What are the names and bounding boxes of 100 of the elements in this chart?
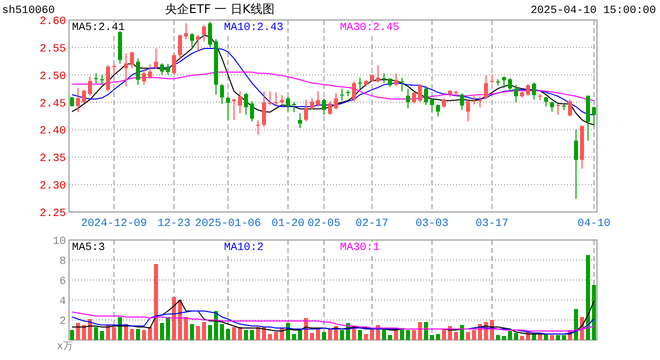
text: MA5:2.41 xyxy=(72,22,126,34)
x-tick-label: 01-20 xyxy=(271,218,305,230)
x-tick-label: 03-17 xyxy=(475,218,509,230)
y-tick-label: 6 xyxy=(59,276,66,288)
candlestick xyxy=(310,98,314,110)
bar xyxy=(550,335,554,340)
y-tick-label: 2.25 xyxy=(40,208,66,220)
text: MA10:2 xyxy=(224,242,264,254)
y-tick-label: 10 xyxy=(52,236,66,248)
bar xyxy=(424,322,428,340)
x-tick-label: 2024-12-09 xyxy=(80,218,148,230)
bar xyxy=(574,309,578,340)
candlestick xyxy=(178,34,182,59)
candlestick xyxy=(298,112,302,129)
bar xyxy=(142,330,146,340)
bar xyxy=(532,334,536,340)
candlestick xyxy=(478,96,482,108)
bar xyxy=(148,327,152,340)
y-tick-label: 2 xyxy=(59,316,66,328)
bar xyxy=(514,333,518,340)
candlestick xyxy=(262,90,266,128)
candlestick xyxy=(502,76,506,89)
x-tick-label: 2025-01-06 xyxy=(194,218,262,230)
bar xyxy=(82,325,86,340)
bar xyxy=(166,317,170,340)
bar xyxy=(208,325,212,340)
bar xyxy=(100,331,104,340)
bar xyxy=(256,327,260,340)
candlestick xyxy=(244,92,248,116)
bar xyxy=(388,335,392,340)
candlestick xyxy=(136,58,140,86)
candlestick xyxy=(514,84,518,103)
candlestick xyxy=(526,84,530,96)
candlestick xyxy=(574,129,578,200)
candlestick xyxy=(424,85,428,106)
x-tick-label: 02-17 xyxy=(355,218,389,230)
candlestick xyxy=(94,72,98,84)
bar xyxy=(508,331,512,340)
chart-title: 央企ETF 一 日K线图 xyxy=(165,2,274,16)
candlestick xyxy=(148,64,152,80)
candlestick xyxy=(328,100,332,116)
candlestick xyxy=(190,32,194,50)
y-tick-label: 8 xyxy=(59,256,66,268)
bar xyxy=(430,335,434,340)
bar xyxy=(520,336,524,340)
x-tick-label: 12-23 xyxy=(157,218,191,230)
bar xyxy=(154,264,158,340)
text: 2025-04-10 15:00:00 xyxy=(530,5,656,17)
bar xyxy=(460,325,464,340)
bar xyxy=(226,329,230,340)
bar xyxy=(202,322,206,340)
candlestick xyxy=(430,98,434,113)
bar xyxy=(118,317,122,340)
candlestick xyxy=(130,51,134,69)
candlestick xyxy=(88,76,92,96)
candlestick xyxy=(358,77,362,90)
x-tick-label: 04-10 xyxy=(577,218,611,230)
bar xyxy=(292,334,296,340)
candlestick xyxy=(334,92,338,110)
bar xyxy=(322,332,326,340)
candlestick xyxy=(100,74,104,86)
y-tick-label: 2.60 xyxy=(40,16,66,28)
bar xyxy=(172,297,176,340)
bar xyxy=(340,330,344,340)
bar xyxy=(442,329,446,340)
bar xyxy=(556,335,560,340)
candlestick xyxy=(382,72,386,84)
candlestick xyxy=(568,99,572,118)
candlestick xyxy=(220,84,224,104)
y-tick-label: 2.45 xyxy=(40,98,66,110)
bar xyxy=(268,334,272,340)
bar xyxy=(130,329,134,340)
bar xyxy=(190,324,194,340)
candlestick xyxy=(274,92,278,106)
bar xyxy=(112,327,116,340)
bar xyxy=(76,323,80,340)
bar xyxy=(94,327,98,340)
text: MA30:1 xyxy=(340,242,380,254)
candlestick xyxy=(532,82,536,100)
bar xyxy=(70,330,74,340)
bar xyxy=(316,329,320,340)
bar xyxy=(220,324,224,340)
x-tick-label: 03-03 xyxy=(415,218,449,230)
x-tick-label: 02-05 xyxy=(307,218,341,230)
y-tick-label: 2.30 xyxy=(40,180,66,193)
bar xyxy=(382,329,386,340)
candlestick xyxy=(406,88,410,109)
candlestick xyxy=(142,68,146,86)
bar xyxy=(178,300,182,340)
bar xyxy=(310,333,314,340)
candlestick xyxy=(160,62,164,76)
bar xyxy=(358,330,362,340)
candlestick xyxy=(460,93,464,110)
candlestick xyxy=(400,77,404,92)
candlestick xyxy=(226,96,230,120)
candlestick xyxy=(184,22,188,40)
bar xyxy=(592,285,596,340)
candlestick xyxy=(70,96,74,108)
candlestick xyxy=(256,119,260,136)
y-tick-label: 2.35 xyxy=(40,153,66,166)
